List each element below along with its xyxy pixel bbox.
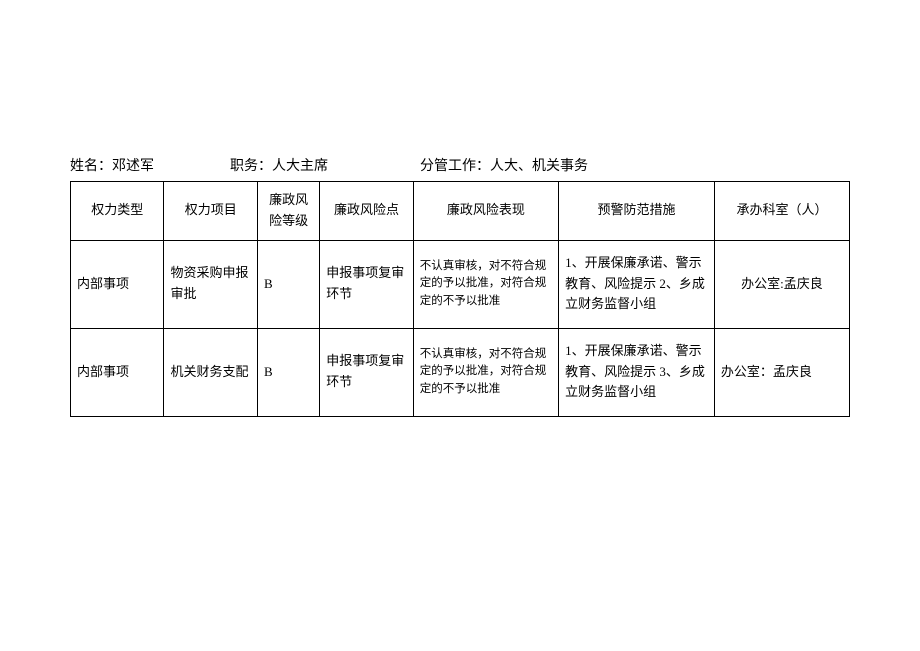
risk-table: 权力类型 权力项目 廉政风险等级 廉政风险点 廉政风险表现 预警防范措施 承办科…	[70, 181, 850, 417]
cell-level: B	[257, 240, 319, 328]
title-label: 职务：	[230, 159, 272, 174]
cell-manifest: 不认真审核，对不符合规定的予以批准，对符合规定的不予以批准	[413, 240, 558, 328]
header-title: 职务：人大主席	[230, 155, 420, 175]
name-value: 邓述军	[112, 159, 154, 174]
cell-level: B	[257, 328, 319, 416]
table-row: 内部事项 物资采购申报审批 B 申报事项复审环节 不认真审核，对不符合规定的予以…	[71, 240, 850, 328]
title-value: 人大主席	[272, 159, 328, 174]
col-header-dept: 承办科室（人）	[714, 182, 849, 241]
cell-item: 物资采购申报审批	[164, 240, 257, 328]
col-header-type: 权力类型	[71, 182, 164, 241]
header-name: 姓名：邓述军	[70, 155, 230, 175]
col-header-manifest: 廉政风险表现	[413, 182, 558, 241]
name-label: 姓名：	[70, 159, 112, 174]
cell-point: 申报事项复审环节	[320, 240, 413, 328]
col-header-point: 廉政风险点	[320, 182, 413, 241]
header-scope: 分管工作：人大、机关事务	[420, 155, 850, 175]
cell-type: 内部事项	[71, 328, 164, 416]
document-header: 姓名：邓述军 职务：人大主席 分管工作：人大、机关事务	[70, 155, 850, 175]
table-header-row: 权力类型 权力项目 廉政风险等级 廉政风险点 廉政风险表现 预警防范措施 承办科…	[71, 182, 850, 241]
col-header-level: 廉政风险等级	[257, 182, 319, 241]
cell-point: 申报事项复审环节	[320, 328, 413, 416]
col-header-measure: 预警防范措施	[559, 182, 715, 241]
cell-measure: 1、开展保廉承诺、警示教育、风险提示 2、乡成立财务监督小组	[559, 240, 715, 328]
scope-label: 分管工作：	[420, 159, 490, 174]
table-row: 内部事项 机关财务支配 B 申报事项复审环节 不认真审核，对不符合规定的予以批准…	[71, 328, 850, 416]
cell-item: 机关财务支配	[164, 328, 257, 416]
cell-manifest: 不认真审核，对不符合规定的予以批准，对符合规定的不予以批准	[413, 328, 558, 416]
scope-value: 人大、机关事务	[490, 159, 588, 174]
cell-dept: 办公室:孟庆良	[714, 240, 849, 328]
cell-dept: 办公室：孟庆良	[714, 328, 849, 416]
cell-measure: 1、开展保廉承诺、警示教育、风险提示 3、乡成立财务监督小组	[559, 328, 715, 416]
cell-type: 内部事项	[71, 240, 164, 328]
col-header-item: 权力项目	[164, 182, 257, 241]
